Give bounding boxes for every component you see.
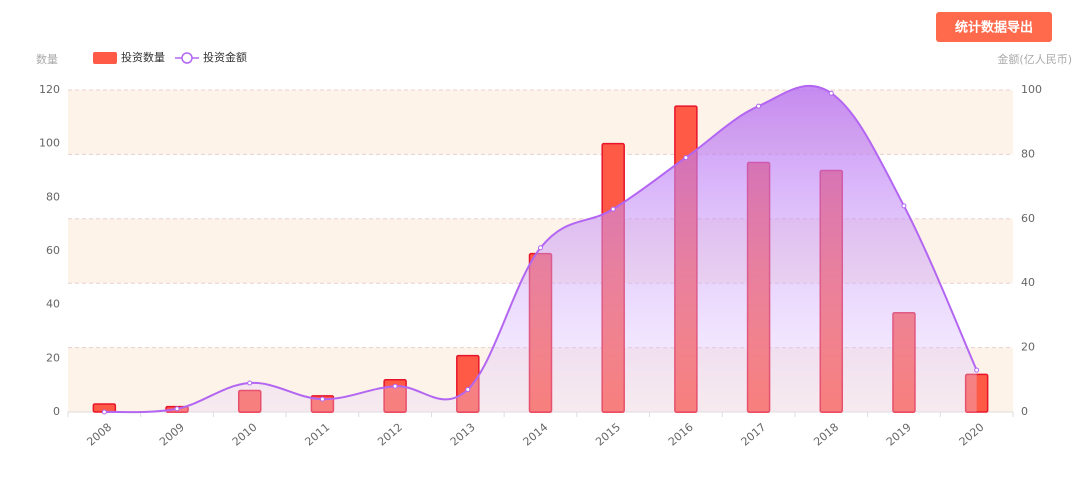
line-point: [538, 245, 543, 251]
x-tick-label: 2010: [230, 421, 260, 449]
x-tick-label: 2019: [884, 421, 914, 449]
x-tick-label: 2009: [157, 421, 187, 449]
line-point: [756, 103, 762, 109]
line-point: [683, 155, 689, 161]
y-axis-label: 数量: [36, 53, 58, 66]
line-point: [319, 396, 325, 402]
x-tick-label: 2016: [666, 421, 696, 449]
y-tick-label: 80: [46, 190, 60, 203]
x-tick-label: 2020: [957, 421, 987, 449]
x-tick-label: 2008: [84, 421, 114, 449]
y2-tick-label: 100: [1021, 83, 1042, 96]
line-point: [465, 386, 471, 392]
y2-axis-label: 金额(亿人民币): [997, 52, 1072, 66]
y2-tick-label: 0: [1021, 405, 1028, 418]
y2-tick-label: 80: [1021, 147, 1035, 160]
y-tick-label: 60: [46, 244, 60, 257]
x-tick-label: 2018: [811, 421, 841, 449]
x-tick-label: 2013: [448, 421, 478, 449]
x-tick-label: 2012: [375, 421, 405, 449]
y2-tick-label: 20: [1021, 341, 1035, 354]
y-tick-label: 100: [39, 137, 60, 150]
x-tick-label: 2014: [521, 421, 551, 449]
line-point: [174, 406, 180, 412]
line-point: [247, 380, 253, 386]
line-point: [392, 383, 398, 389]
x-tick-label: 2017: [739, 421, 769, 449]
y-tick-label: 40: [46, 298, 60, 311]
line-point: [610, 206, 616, 212]
legend-swatch-point: [181, 52, 193, 64]
x-tick-label: 2011: [302, 421, 332, 449]
line-point: [101, 409, 107, 415]
export-button[interactable]: 统计数据导出: [955, 20, 1033, 36]
line-point: [974, 367, 980, 373]
legend-label: 投资金额: [203, 50, 247, 64]
y-tick-label: 20: [46, 351, 60, 364]
y2-tick-label: 40: [1021, 276, 1035, 289]
y2-tick-label: 60: [1021, 212, 1035, 225]
line-point: [828, 90, 834, 96]
legend-swatch: [93, 52, 117, 64]
export-button-bg[interactable]: [936, 12, 1052, 42]
y-tick-label: 120: [39, 83, 60, 96]
y-tick-label: 0: [53, 405, 60, 418]
line-point: [901, 203, 907, 209]
line: [104, 84, 978, 414]
legend-label: 投资数量: [121, 50, 165, 64]
x-tick-label: 2015: [593, 421, 623, 449]
